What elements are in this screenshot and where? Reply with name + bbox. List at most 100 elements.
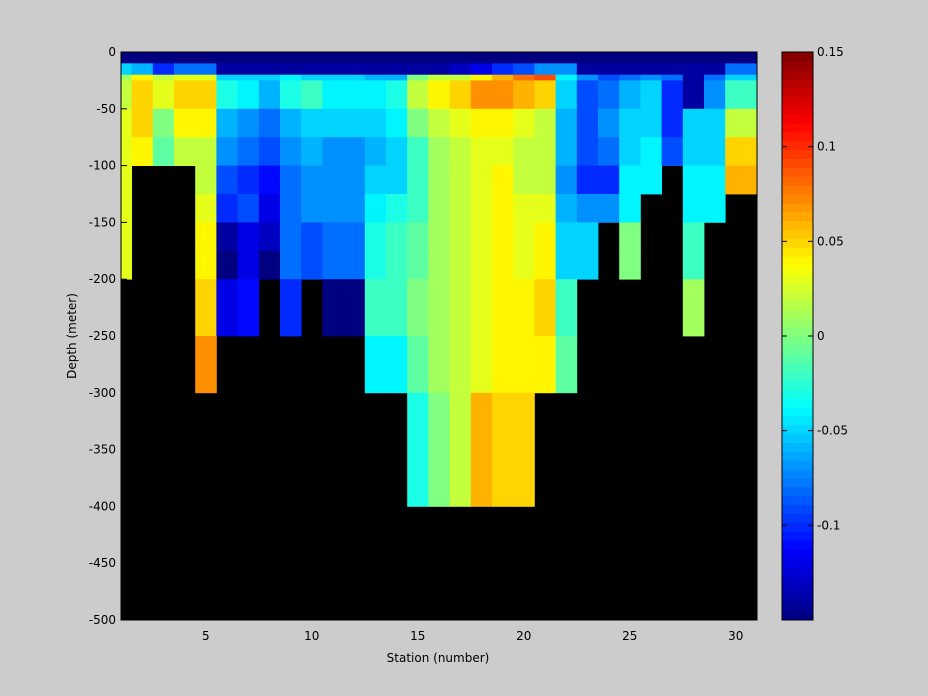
heatmap-cell: [322, 63, 344, 76]
heatmap-cell: [407, 336, 429, 394]
heatmap-cell: [322, 165, 344, 195]
heatmap-cell: [619, 194, 641, 223]
heatmap-cell: [343, 108, 366, 138]
heatmap-cell: [216, 74, 238, 81]
heatmap-cell: [598, 74, 620, 81]
heatmap-cell: [322, 222, 344, 252]
heatmap-cell: [492, 63, 514, 76]
heatmap-cell: [152, 108, 175, 138]
heatmap-cell: [598, 52, 620, 64]
heatmap-cell: [725, 165, 758, 195]
heatmap-cell: [322, 108, 344, 138]
heatmap-cell: [407, 63, 429, 76]
colorbar-level: [782, 522, 813, 532]
heatmap-cell: [343, 80, 366, 110]
heatmap-cell: [343, 74, 366, 81]
heatmap-cell: [725, 74, 758, 81]
heatmap-cell: [131, 63, 154, 76]
heatmap-cell: [216, 222, 238, 252]
heatmap-cell: [449, 63, 472, 76]
heatmap-cell: [364, 279, 387, 337]
y-tick-label: -250: [89, 329, 116, 343]
heatmap-cell: [576, 74, 599, 81]
heatmap-cell: [576, 165, 599, 195]
heatmap-cell: [513, 250, 535, 280]
heatmap-cell: [280, 63, 302, 76]
heatmap-cell: [682, 74, 705, 81]
colorbar-level: [782, 327, 813, 337]
heatmap-cell: [428, 165, 450, 195]
heatmap-cell: [492, 222, 514, 252]
colorbar-ticks: 0.15 0.1 0.05 0 -0.05 -0.1: [782, 45, 848, 532]
heatmap-cell: [492, 74, 514, 81]
heatmap-cell: [407, 80, 429, 110]
colorbar-level: [782, 584, 813, 594]
heatmap-cell: [386, 336, 408, 394]
heatmap-cell: [576, 52, 599, 64]
heatmap-cell: [492, 108, 514, 138]
x-axis: 5 10 15 20 25 30: [202, 614, 743, 643]
heatmap-cell: [386, 250, 408, 280]
colorbar-level: [782, 362, 813, 372]
heatmap-cell: [513, 194, 535, 223]
heatmap-cell: [280, 74, 302, 81]
heatmap-cell: [661, 52, 684, 64]
colorbar-level: [782, 344, 813, 355]
colorbar-level: [782, 238, 813, 248]
heatmap-cell: [364, 165, 387, 195]
heatmap-cell: [322, 250, 344, 280]
heatmap-cell: [640, 63, 662, 76]
heatmap-cell: [513, 336, 535, 394]
heatmap-cell: [661, 137, 684, 166]
heatmap-cell: [598, 194, 620, 223]
heatmap-cell: [216, 63, 238, 76]
colorbar-level: [782, 513, 813, 523]
heatmap-cell: [470, 250, 493, 280]
heatmap-cell: [152, 80, 175, 110]
colorbar-tick-label: 0.15: [817, 45, 844, 59]
y-axis: 0 -50 -100 -150 -200 -250 -300 -350 -400 -450 -500: [89, 45, 127, 627]
heatmap-cell: [555, 165, 578, 195]
y-tick-label: -100: [89, 159, 116, 173]
heatmap-cell: [280, 279, 302, 337]
heatmap-cell: [195, 137, 217, 166]
colorbar: [782, 52, 813, 621]
colorbar-level: [782, 451, 813, 461]
heatmap-cell: [428, 137, 450, 166]
heatmap-cell: [555, 222, 578, 252]
colorbar-level: [782, 96, 813, 106]
heatmap-cell: [470, 137, 493, 166]
heatmap-cell: [343, 250, 366, 280]
y-tick-label: -500: [89, 613, 116, 627]
heatmap-cell: [301, 137, 323, 166]
colorbar-level: [782, 78, 813, 88]
heatmap-cell: [492, 250, 514, 280]
heatmap-cell: [195, 80, 217, 110]
colorbar-tick-label: 0.1: [817, 140, 836, 154]
heatmap-cell: [576, 63, 599, 76]
colorbar-level: [782, 140, 813, 151]
y-tick-label: -50: [96, 102, 116, 116]
colorbar-level: [782, 256, 813, 266]
heatmap-cell: [576, 250, 599, 280]
x-axis-label: Station (number): [387, 651, 490, 665]
heatmap-cell: [704, 108, 726, 138]
heatmap-cell: [513, 392, 535, 507]
heatmap-cell: [174, 52, 196, 64]
y-tick-label: -350: [89, 443, 116, 457]
heatmap-cell: [534, 63, 556, 76]
heatmap-cell: [258, 74, 281, 81]
heatmap-cell: [513, 137, 535, 166]
heatmap-cell: [576, 80, 599, 110]
colorbar-level: [782, 504, 813, 514]
colorbar-level: [782, 114, 813, 124]
heatmap-cell: [407, 52, 429, 64]
colorbar-level: [782, 380, 813, 390]
heatmap-cell: [237, 165, 260, 195]
x-tick-label: 15: [410, 629, 425, 643]
heatmap-cell: [470, 52, 493, 64]
heatmap-cell: [619, 137, 641, 166]
colorbar-level: [782, 282, 813, 293]
heatmap-cell: [216, 137, 238, 166]
colorbar-level: [782, 185, 813, 195]
